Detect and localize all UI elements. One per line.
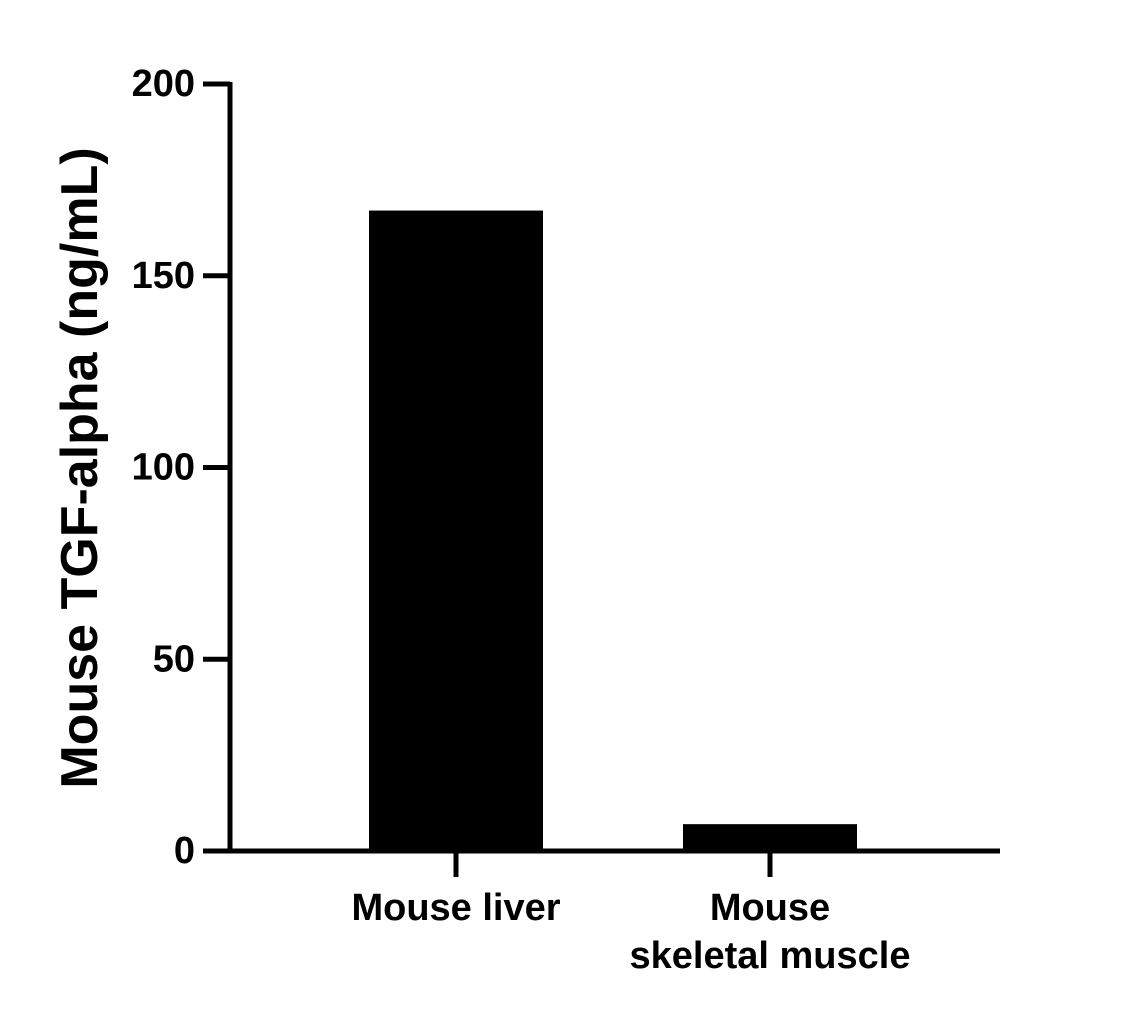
bars: [369, 210, 857, 851]
y-axis-ticks: 0 50 100 150 200: [132, 63, 230, 872]
y-tick-label: 50: [153, 638, 195, 680]
x-category-label: Mouse: [710, 887, 830, 929]
y-tick-label: 0: [174, 830, 195, 872]
y-tick-label: 200: [132, 63, 195, 105]
y-tick-label: 150: [132, 255, 195, 297]
bar: [369, 210, 543, 851]
x-category-label: Mouse liver: [351, 887, 560, 929]
x-axis-ticks: Mouse liver Mouse skeletal muscle: [351, 851, 910, 977]
bar: [683, 824, 857, 851]
x-category-label: skeletal muscle: [630, 935, 911, 977]
y-axis-title: Mouse TGF-alpha (ng/mL): [51, 147, 109, 788]
y-tick-label: 100: [132, 447, 195, 489]
